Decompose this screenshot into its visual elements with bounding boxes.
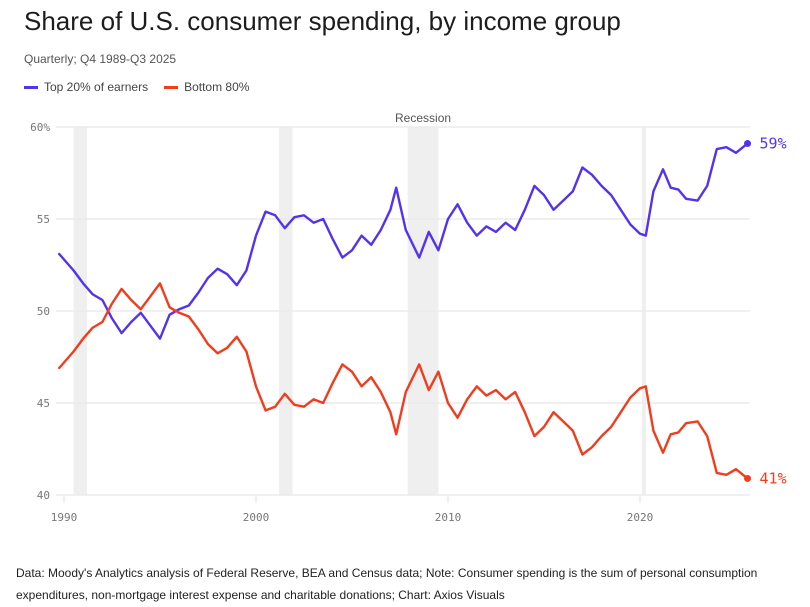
legend: Top 20% of earners Bottom 80%	[24, 80, 249, 94]
legend-swatch-top20	[24, 85, 38, 89]
y-tick-label: 40	[37, 489, 50, 502]
source-note: Data: Moody's Analytics analysis of Fede…	[16, 566, 758, 602]
x-tick-label: 2000	[243, 511, 270, 524]
end-label-bottom80: 41%	[760, 469, 787, 487]
x-tick-label: 2020	[627, 511, 654, 524]
line-chart: Recession 40 45 50 55 60% 1990 2000 2010 2020 59% 4…	[30, 111, 787, 524]
legend-label-bottom80: Bottom 80%	[184, 80, 250, 94]
legend-swatch-bottom80	[164, 85, 179, 89]
series-line-top20	[58, 142, 749, 340]
legend-label-top20: Top 20% of earners	[44, 80, 149, 94]
x-tick-label: 2010	[435, 511, 462, 524]
y-tick-label: 45	[37, 397, 50, 410]
end-point-bottom80	[744, 474, 752, 482]
y-tick-label: 55	[37, 213, 50, 226]
y-tick-label: 60%	[30, 121, 50, 134]
y-tick-label: 50	[37, 305, 50, 318]
legend-item-bottom80: Bottom 80%	[164, 80, 249, 94]
x-tick-label: 1990	[51, 511, 78, 524]
end-point-top20	[744, 140, 752, 148]
series-line-bottom80	[58, 282, 749, 480]
legend-item-top20: Top 20% of earners	[24, 80, 148, 94]
end-label-top20: 59%	[760, 135, 787, 153]
chart-title: Share of U.S. consumer spending, by inco…	[24, 6, 621, 36]
recession-label: Recession	[395, 111, 451, 125]
chart-subtitle: Quarterly; Q4 1989-Q3 2025	[24, 52, 177, 66]
